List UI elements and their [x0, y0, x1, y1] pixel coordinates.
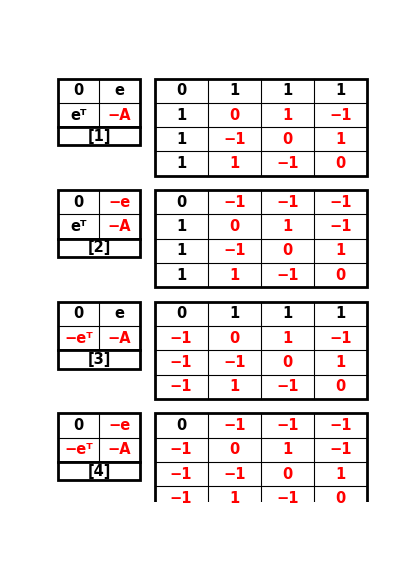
Text: 0: 0 [73, 195, 84, 210]
Text: 1: 1 [282, 83, 292, 98]
Bar [58, 78, 140, 127]
Bar [58, 302, 140, 350]
Text: 0: 0 [229, 219, 240, 234]
Text: [2]: [2] [87, 240, 111, 255]
Text: 1: 1 [336, 132, 346, 147]
Text: 1: 1 [282, 306, 292, 321]
Text: 0: 0 [176, 83, 186, 98]
Text: 1: 1 [176, 108, 186, 122]
Text: −1: −1 [170, 380, 192, 394]
Text: −e: −e [109, 418, 131, 433]
Text: −eᵀ: −eᵀ [64, 331, 93, 346]
Text: −1: −1 [170, 331, 192, 346]
Text: 0: 0 [73, 83, 84, 98]
Text: 1: 1 [336, 83, 346, 98]
Text: −A: −A [108, 108, 131, 122]
Bar [58, 350, 140, 369]
Text: 1: 1 [282, 108, 292, 122]
Text: −1: −1 [329, 219, 352, 234]
Text: 0: 0 [282, 355, 292, 370]
Text: 0: 0 [176, 306, 186, 321]
Text: 0: 0 [336, 268, 346, 283]
Text: 0: 0 [336, 156, 346, 171]
Text: e: e [115, 306, 125, 321]
Text: −1: −1 [329, 418, 352, 433]
Text: −1: −1 [223, 418, 245, 433]
Text: 0: 0 [336, 491, 346, 506]
Text: −1: −1 [276, 491, 299, 506]
Text: 1: 1 [336, 355, 346, 370]
Text: −1: −1 [170, 355, 192, 370]
Text: −1: −1 [223, 195, 245, 210]
Text: 0: 0 [229, 331, 240, 346]
Text: −e: −e [109, 195, 131, 210]
Bar [154, 190, 367, 288]
Text: 1: 1 [176, 268, 186, 283]
Text: −1: −1 [276, 268, 299, 283]
Text: 1: 1 [282, 219, 292, 234]
Text: e: e [115, 83, 125, 98]
Bar [58, 127, 140, 146]
Text: 1: 1 [282, 442, 292, 457]
Text: 0: 0 [73, 418, 84, 433]
Text: −A: −A [108, 219, 131, 234]
Text: [1]: [1] [87, 129, 111, 144]
Text: 1: 1 [336, 244, 346, 258]
Text: −eᵀ: −eᵀ [64, 442, 93, 457]
Text: −1: −1 [329, 108, 352, 122]
Text: [3]: [3] [87, 352, 111, 367]
Text: 1: 1 [229, 491, 240, 506]
Bar [154, 78, 367, 176]
Text: −1: −1 [170, 466, 192, 482]
Text: −1: −1 [276, 418, 299, 433]
Text: 1: 1 [229, 380, 240, 394]
Text: 1: 1 [229, 83, 240, 98]
Text: 1: 1 [176, 219, 186, 234]
Text: 0: 0 [229, 442, 240, 457]
Bar [58, 462, 140, 481]
Text: 1: 1 [282, 331, 292, 346]
Text: [4]: [4] [87, 464, 111, 479]
Text: −1: −1 [276, 195, 299, 210]
Text: 1: 1 [336, 306, 346, 321]
Text: −1: −1 [329, 331, 352, 346]
Text: −1: −1 [223, 466, 245, 482]
Text: 0: 0 [176, 195, 186, 210]
Bar [58, 239, 140, 257]
Text: 0: 0 [73, 306, 84, 321]
Text: 1: 1 [229, 268, 240, 283]
Text: 0: 0 [229, 108, 240, 122]
Text: eᵀ: eᵀ [70, 108, 87, 122]
Text: eᵀ: eᵀ [70, 219, 87, 234]
Text: −1: −1 [329, 195, 352, 210]
Text: −1: −1 [329, 442, 352, 457]
Text: 1: 1 [229, 306, 240, 321]
Bar [154, 413, 367, 510]
Text: 1: 1 [176, 156, 186, 171]
Bar [58, 413, 140, 462]
Text: 1: 1 [176, 244, 186, 258]
Text: 1: 1 [176, 132, 186, 147]
Text: −1: −1 [223, 355, 245, 370]
Text: 0: 0 [176, 418, 186, 433]
Text: 0: 0 [282, 244, 292, 258]
Text: 1: 1 [229, 156, 240, 171]
Text: −A: −A [108, 442, 131, 457]
Text: 0: 0 [282, 132, 292, 147]
Text: −A: −A [108, 331, 131, 346]
Text: 1: 1 [336, 466, 346, 482]
Text: −1: −1 [276, 156, 299, 171]
Text: −1: −1 [170, 442, 192, 457]
Bar [58, 190, 140, 239]
Text: 0: 0 [282, 466, 292, 482]
Text: 0: 0 [336, 380, 346, 394]
Text: −1: −1 [223, 244, 245, 258]
Text: −1: −1 [170, 491, 192, 506]
Text: −1: −1 [276, 380, 299, 394]
Bar [154, 302, 367, 399]
Text: −1: −1 [223, 132, 245, 147]
